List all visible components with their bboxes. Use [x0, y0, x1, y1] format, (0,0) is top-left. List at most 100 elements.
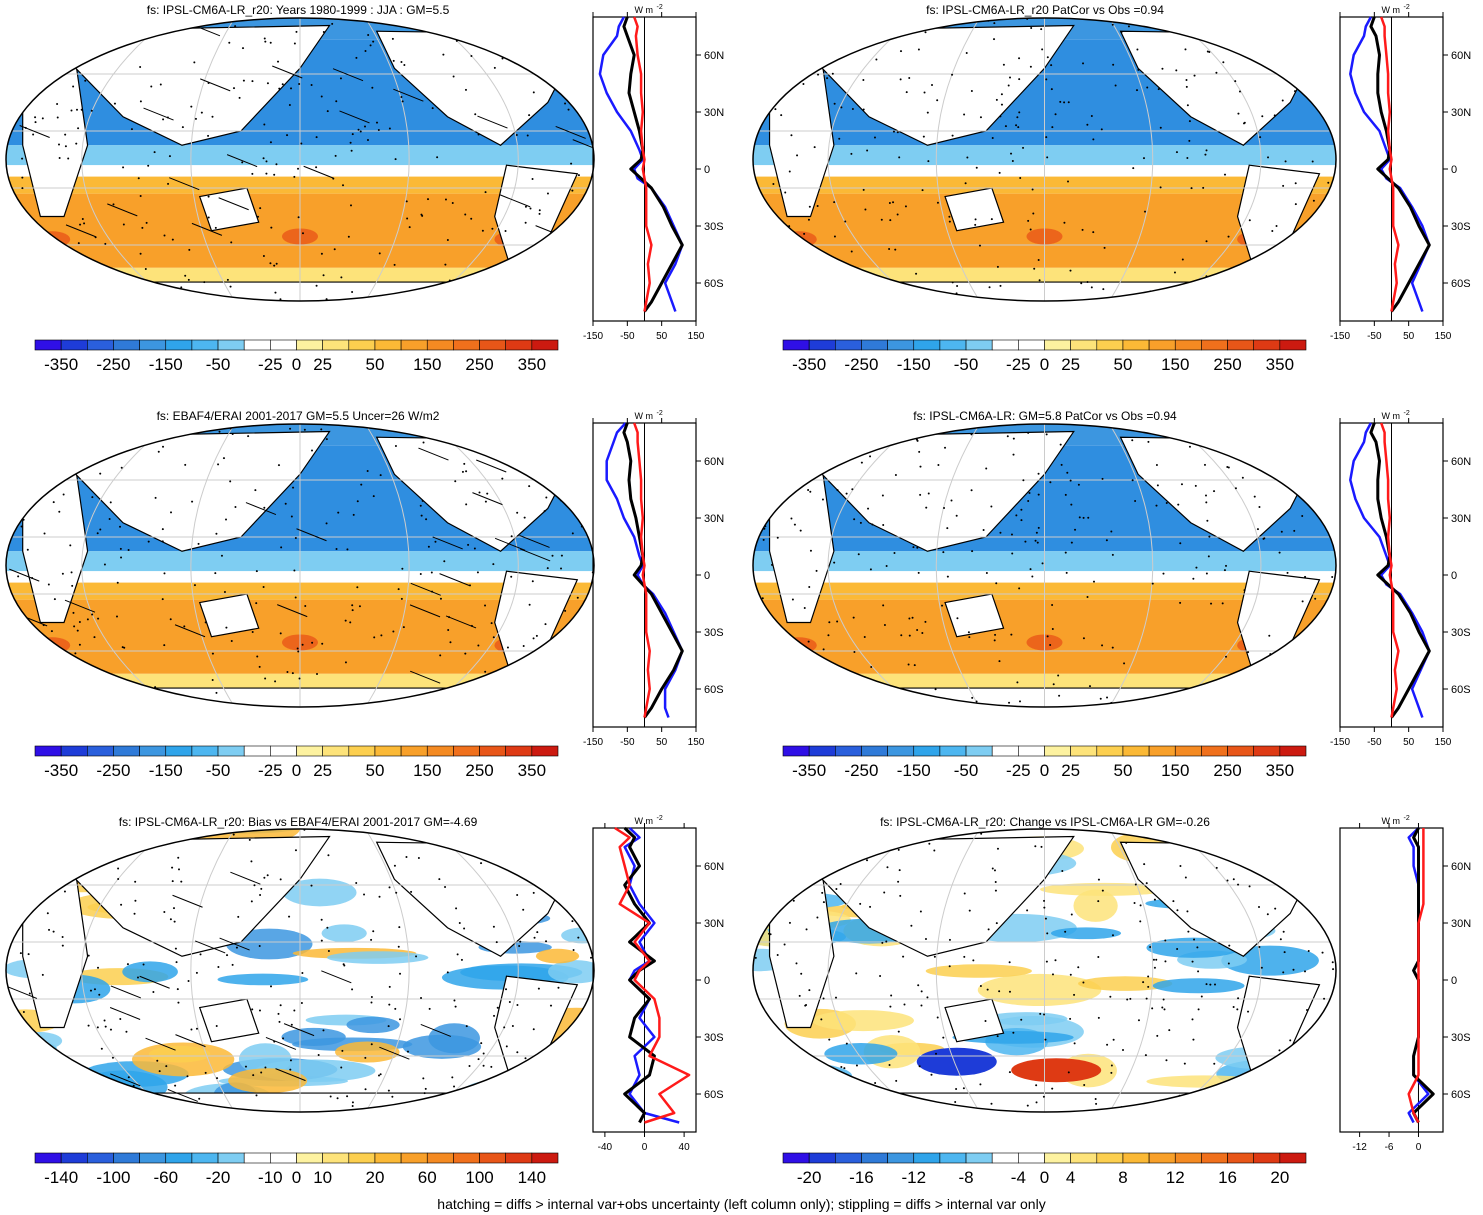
stipple-dot — [420, 514, 423, 517]
stipple-dot — [24, 704, 27, 707]
stipple-dot — [199, 953, 202, 956]
stipple-dot — [122, 223, 125, 226]
colorbar-swatch — [965, 1152, 993, 1164]
profile-unit-label: W m — [1382, 411, 1401, 421]
stipple-dot — [1210, 602, 1213, 605]
stipple-dot — [1110, 1064, 1113, 1067]
colorbar-label: 50 — [365, 355, 384, 374]
stipple-dot — [1209, 983, 1212, 986]
stipple-dot — [20, 525, 23, 528]
stipple-dot — [903, 1003, 906, 1006]
colorbar-label: 0 — [292, 761, 301, 780]
stipple-dot — [862, 847, 865, 850]
stipple-dot — [34, 121, 37, 124]
stipple-dot — [762, 538, 765, 541]
stipple-dot — [975, 424, 978, 425]
colorbar-swatch — [1148, 339, 1176, 351]
stipple-dot — [1274, 449, 1277, 452]
stipple-dot — [492, 563, 495, 566]
stipple-dot — [768, 932, 771, 935]
colorbar-swatch — [1018, 339, 1045, 351]
stipple-dot — [1333, 197, 1336, 200]
colorbar-swatch — [217, 1152, 245, 1164]
stipple-dot — [829, 855, 832, 858]
stipple-dot — [357, 128, 360, 131]
stipple-dot — [1123, 662, 1126, 665]
profile-series-black — [1369, 16, 1431, 313]
stipple-dot — [776, 954, 779, 957]
x-tick-label: -6 — [1385, 1142, 1394, 1153]
stipple-dot — [1225, 655, 1228, 658]
stipple-dot — [74, 272, 77, 275]
stipple-dot — [279, 878, 282, 881]
stipple-dot — [974, 223, 977, 226]
stipple-dot — [326, 926, 329, 929]
colorbar-swatch — [531, 745, 559, 757]
stipple-dot — [759, 684, 762, 687]
stipple-dot — [463, 462, 466, 465]
stipple-dot — [378, 252, 381, 255]
colorbar-label: -60 — [153, 1168, 178, 1187]
stipple-dot — [524, 205, 527, 208]
stipple-dot — [50, 279, 53, 282]
colorbar-swatch — [808, 1152, 836, 1164]
hatch-line — [572, 139, 594, 153]
stipple-dot — [570, 265, 573, 268]
colorbar-swatch — [1122, 1152, 1150, 1164]
stipple-dot — [836, 620, 839, 623]
stipple-dot — [370, 1001, 373, 1004]
stipple-dot — [867, 507, 870, 510]
stipple-dot — [120, 466, 123, 469]
profile-series-red — [1380, 16, 1400, 312]
colorbar-label: -150 — [897, 761, 931, 780]
stipple-dot — [544, 830, 547, 833]
colorbar-swatch — [374, 1152, 402, 1164]
x-tick-label: 50 — [656, 737, 668, 748]
stipple-dot — [214, 572, 217, 575]
stipple-dot — [1092, 580, 1095, 583]
stipple-dot — [1248, 885, 1251, 888]
profile-series-blue — [623, 827, 680, 1124]
stipple-dot — [32, 133, 35, 136]
stipple-dot — [260, 1071, 263, 1074]
stipple-dot — [827, 634, 830, 637]
colorbar-swatch — [1096, 745, 1124, 757]
stipple-dot — [855, 1064, 858, 1067]
stipple-dot — [255, 1094, 258, 1097]
stipple-dot — [458, 922, 461, 925]
stipple-dot — [253, 884, 256, 887]
stipple-dot — [1226, 879, 1229, 882]
colorbar-swatch — [1201, 339, 1228, 351]
map-outline — [752, 423, 1337, 708]
colorbar-label: 50 — [1113, 761, 1132, 780]
stipple-dot — [1078, 516, 1081, 519]
stipple-dot — [910, 924, 913, 927]
stipple-dot — [460, 958, 463, 961]
colorbar-swatch — [913, 745, 941, 757]
stipple-dot — [1022, 146, 1025, 149]
stipple-dot — [793, 523, 796, 526]
stipple-dot — [1101, 889, 1104, 892]
hatch-line — [500, 194, 531, 208]
stipple-dot — [217, 965, 220, 968]
stipple-dot — [13, 622, 16, 625]
stipple-dot — [948, 220, 951, 223]
stipple-dot — [1328, 112, 1331, 115]
stipple-dot — [845, 1042, 848, 1045]
stipple-dot — [346, 1095, 349, 1098]
hatch-line — [565, 634, 594, 648]
stipple-dot — [107, 30, 110, 33]
stipple-dot — [851, 488, 854, 491]
stipple-dot — [171, 880, 174, 883]
lat-tick-label: 60S — [1451, 1089, 1471, 1101]
map-anomaly-patch — [225, 928, 313, 960]
stipple-dot — [587, 429, 590, 432]
hatch-line — [167, 1088, 199, 1102]
stipple-dot — [1186, 104, 1189, 107]
stipple-dot — [802, 56, 805, 59]
stipple-dot — [298, 677, 301, 680]
stipple-dot — [934, 431, 937, 434]
stipple-dot — [578, 1096, 581, 1099]
stipple-dot — [971, 696, 974, 699]
